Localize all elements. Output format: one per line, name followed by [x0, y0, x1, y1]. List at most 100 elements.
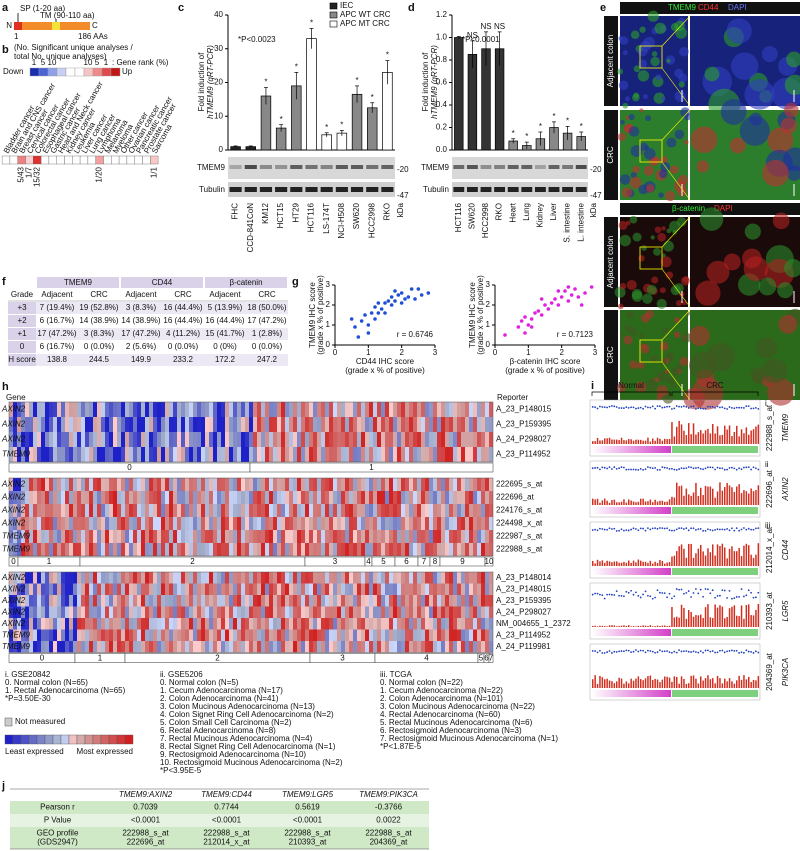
heatmap-cell	[181, 447, 185, 462]
heatmap-cell	[405, 504, 409, 517]
heatmap-cell	[353, 504, 357, 517]
heatmap-cell	[41, 595, 45, 607]
rank-dot	[649, 467, 651, 469]
heatmap-cell	[69, 504, 73, 517]
heatmap-cell	[305, 543, 309, 556]
y-tick-label: 1	[326, 320, 331, 329]
heatmap-cell	[221, 572, 225, 584]
heatmap-cell	[69, 584, 73, 596]
rank-dot	[647, 650, 649, 652]
heatmap-cell	[477, 630, 481, 642]
heatmap-cell	[373, 402, 377, 417]
heatmap-cell	[81, 417, 85, 432]
rank-dot	[621, 528, 623, 530]
tissue-feature	[620, 283, 627, 290]
heatmap-cell	[425, 530, 429, 543]
blot-band	[275, 187, 287, 192]
rank-dot	[724, 651, 726, 653]
heatmap-cell	[413, 530, 417, 543]
heatmap-cell	[93, 584, 97, 596]
heatmap-cell	[37, 478, 41, 491]
heatmap-cell	[389, 417, 393, 432]
heatmap-cell	[73, 417, 77, 432]
heatmap-cell	[217, 607, 221, 619]
heatmap-cell	[401, 584, 405, 596]
heatmap-cell	[377, 417, 381, 432]
heatmap-cell	[205, 543, 209, 556]
heatmap-cell	[489, 478, 493, 491]
heatmap-cell	[365, 572, 369, 584]
heatmap-cell	[317, 572, 321, 584]
tissue-feature	[638, 255, 644, 261]
unit-label: kDa	[396, 202, 405, 217]
heatmap-cell	[473, 543, 477, 556]
heatmap-cell	[45, 447, 49, 462]
expression-bar	[743, 619, 745, 627]
heatmap-cell	[269, 402, 273, 417]
expression-bar	[626, 682, 628, 688]
expression-bar	[662, 501, 664, 505]
heatmap-cell	[413, 543, 417, 556]
reporter-label: 224498_x_at	[496, 519, 543, 528]
rank-dot	[755, 596, 757, 598]
heatmap-cell	[269, 447, 273, 462]
expression-bar	[755, 426, 757, 444]
heatmap-cell	[277, 618, 281, 630]
heatmap-cell	[217, 517, 221, 530]
heatmap-cell	[281, 432, 285, 447]
rank-dot	[637, 407, 639, 409]
rank-dot	[753, 408, 755, 410]
point	[537, 309, 541, 313]
heatmap-cell	[113, 402, 117, 417]
rank-dot	[673, 595, 675, 597]
expression-bar	[750, 431, 752, 444]
heatmap-cell	[361, 432, 365, 447]
stain-label: DAPI	[728, 3, 747, 12]
point	[530, 325, 534, 329]
heatmap-cell	[53, 402, 57, 417]
expression-bar	[722, 435, 724, 444]
heatmap-cell	[229, 630, 233, 642]
heatmap-cell	[101, 543, 105, 556]
heatmap-cell	[61, 432, 65, 447]
heatmap-cell	[469, 402, 473, 417]
heatmap-cell	[101, 618, 105, 630]
heatmap-cell	[253, 618, 257, 630]
rank-dot	[592, 467, 594, 469]
heatmap-cell	[317, 530, 321, 543]
heatmap-cell	[421, 402, 425, 417]
axis-title: (grade x % of positive)	[316, 275, 325, 355]
tissue-feature	[762, 359, 787, 384]
heatmap-cell	[441, 584, 445, 596]
rank-dot	[640, 468, 642, 470]
heatmap-cell	[53, 572, 57, 584]
heatmap-cell	[169, 504, 173, 517]
tissue-feature	[647, 285, 657, 295]
y-tick-label: 2	[486, 300, 491, 309]
heatmap-cell	[425, 607, 429, 619]
heatmap-cell	[109, 595, 113, 607]
heatmap-cell	[261, 491, 265, 504]
x-tick-label: RKO	[383, 203, 392, 220]
rank-dot	[707, 528, 709, 530]
expression-bar	[662, 680, 664, 688]
heatmap-cell	[393, 491, 397, 504]
heatmap-cell	[429, 417, 433, 432]
heatmap-cell	[333, 447, 337, 462]
expression-bar	[650, 625, 652, 627]
significance: NS	[494, 22, 505, 31]
heatmap-cell	[449, 641, 453, 653]
tissue-feature	[629, 126, 639, 136]
rank-dot	[707, 466, 709, 468]
heatmap-cell	[121, 618, 125, 630]
tissue-feature	[721, 99, 747, 125]
heatmap-cell	[113, 530, 117, 543]
rank-dot	[592, 650, 594, 652]
heatmap-cell	[77, 607, 81, 619]
expression-bar	[731, 681, 733, 688]
rank-dot	[733, 597, 735, 599]
tissue-feature	[650, 57, 660, 67]
heatmap-cell	[241, 478, 245, 491]
heatmap-cell	[105, 572, 109, 584]
heatmap-cell	[397, 447, 401, 462]
